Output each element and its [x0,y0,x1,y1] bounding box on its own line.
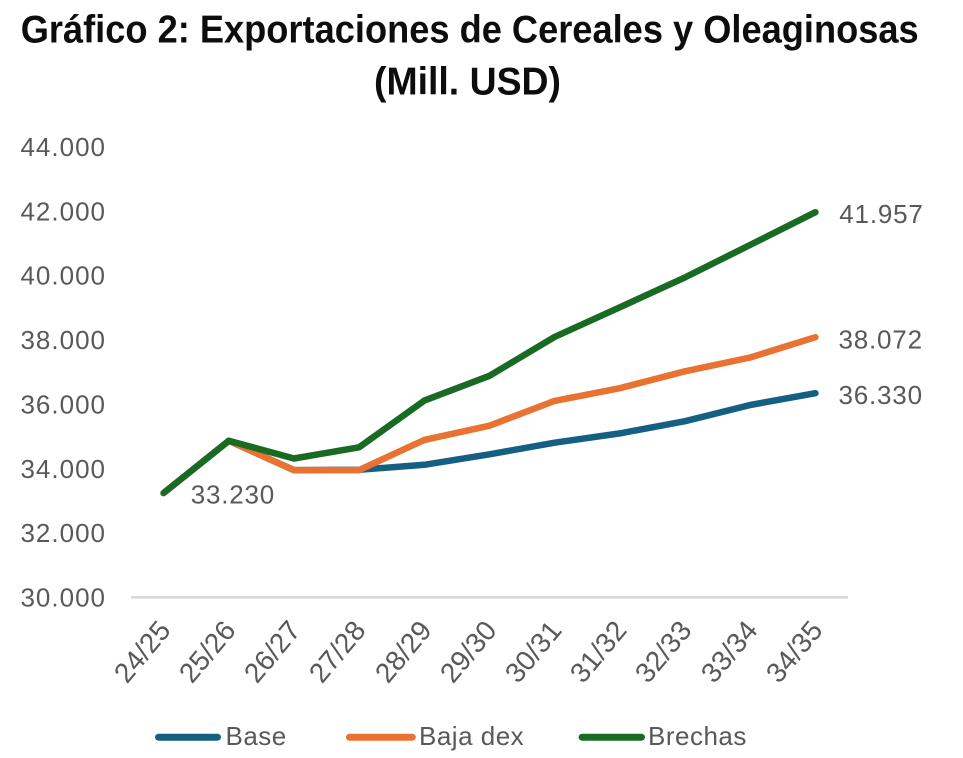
svg-text:32.000: 32.000 [20,518,106,548]
svg-text:33.230: 33.230 [191,480,275,510]
svg-text:41.957: 41.957 [839,199,923,229]
svg-text:34.000: 34.000 [20,454,106,484]
svg-text:38.000: 38.000 [20,325,106,355]
svg-text:36.330: 36.330 [839,380,923,410]
svg-text:40.000: 40.000 [20,261,106,291]
svg-text:Gráfico 2: Exportaciones de Ce: Gráfico 2: Exportaciones de Cereales y O… [21,8,919,51]
svg-text:Base: Base [226,721,287,751]
svg-text:Baja dex: Baja dex [419,721,524,751]
svg-text:44.000: 44.000 [20,132,106,162]
svg-text:Brechas: Brechas [648,721,747,751]
svg-text:38.072: 38.072 [839,325,923,355]
svg-text:36.000: 36.000 [20,389,106,419]
svg-text:30.000: 30.000 [20,582,106,612]
svg-text:42.000: 42.000 [20,196,106,226]
svg-text:(Mill. USD): (Mill. USD) [374,61,561,104]
